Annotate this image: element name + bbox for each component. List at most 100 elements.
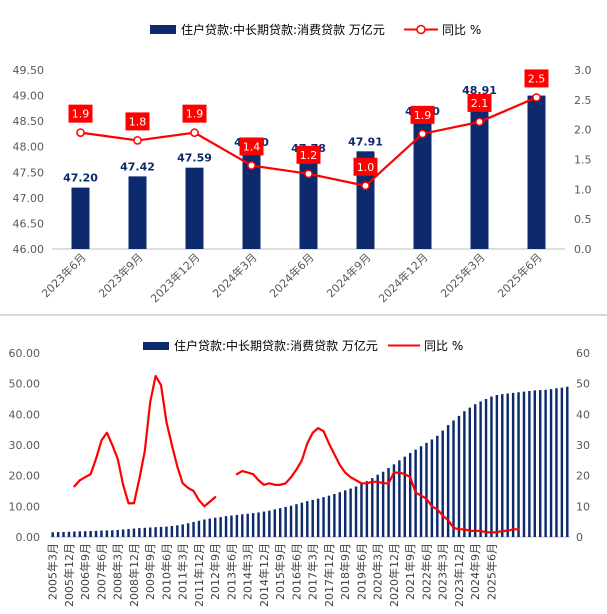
top-legend: 住户贷款:中长期贷款:消费贷款 万亿元 同比 %: [150, 22, 481, 37]
y-left-tick-label: 47.50: [13, 166, 45, 179]
bar: [100, 530, 103, 537]
bar: [533, 390, 537, 537]
bar: [528, 391, 531, 537]
x-tick-label: 2014年12月: [257, 543, 271, 607]
x-tick-label: 2014年3月: [241, 543, 255, 600]
bar: [387, 468, 390, 537]
y-right-tick-label: 2.5: [574, 94, 592, 107]
bar: [295, 504, 298, 537]
y-left-tick-label: 60.00: [9, 347, 41, 360]
y-left-tick-label: 46.50: [13, 217, 45, 230]
x-tick-label: 2023年12月: [147, 250, 202, 305]
y-right-tick-label: 3.0: [574, 64, 592, 77]
bar: [360, 483, 363, 537]
y-right-tick-label: 2.0: [574, 124, 592, 137]
bar: [203, 519, 206, 537]
x-tick-label: 2009年9月: [143, 543, 157, 600]
x-tick-label: 2020年12月: [387, 543, 401, 607]
legend-line-label: 同比 %: [442, 23, 481, 37]
x-tick-label: 2019年6月: [354, 543, 368, 600]
bar: [116, 529, 119, 537]
bar: [176, 525, 179, 537]
bar: [322, 497, 325, 537]
y-right-tick-label: 50: [576, 378, 590, 391]
x-tick-label: 2011年3月: [176, 543, 190, 600]
yoy-label-box: [182, 104, 207, 123]
x-tick-label: 2016年6月: [289, 543, 303, 600]
y-left-tick-label: 0.00: [16, 531, 41, 544]
yoy-label-box: [239, 137, 264, 156]
x-tick-label: 2017年3月: [306, 543, 320, 600]
bar: [425, 442, 428, 537]
x-tick-label: 2023年12月: [452, 543, 466, 607]
bar: [138, 528, 141, 537]
bottom-chart-panel: 住户贷款:中长期贷款:消费贷款 万亿元 同比 % 0.00 10.00 20.00 3…: [0, 318, 607, 614]
bar: [338, 492, 342, 537]
bar-value-label: 47.59: [177, 152, 212, 165]
yoy-point: [361, 181, 370, 191]
yoy-point: [190, 128, 199, 137]
bar: [192, 521, 195, 537]
bar: [300, 502, 304, 537]
x-tick-label: 2024年9月: [323, 250, 373, 300]
y-left-tick-label: 40.00: [9, 408, 41, 421]
bar: [94, 530, 98, 537]
bar: [251, 513, 255, 537]
y-left-tick-label: 30.00: [9, 439, 41, 452]
yoy-value-label: 1.9: [186, 108, 204, 121]
x-tick-label: 2006年9月: [78, 543, 92, 600]
yoy-value-label: 1.9: [414, 109, 432, 122]
yoy-label-box: [410, 105, 435, 124]
y-left-tick-label: 49.00: [13, 90, 45, 103]
bar: [538, 390, 542, 537]
bar: [517, 392, 520, 537]
y-left-tick-label: 48.00: [13, 141, 45, 154]
bar: [62, 531, 65, 537]
x-tick-label: 2010年6月: [159, 543, 173, 600]
yoy-line-segment: [73, 374, 217, 508]
top-chart-panel: 住户贷款:中长期贷款:消费贷款 万亿元 同比 % 46.00 46.50 47.00…: [12, 22, 592, 306]
x-tick-label: 2023年6月: [38, 250, 88, 300]
bar: [51, 532, 54, 537]
yoy-value-label: 2.5: [528, 72, 546, 85]
bar: [186, 523, 190, 537]
bar: [242, 151, 261, 249]
bar: [121, 529, 125, 537]
x-tick-label: 2007年6月: [94, 543, 108, 600]
yoy-label-box: [125, 112, 150, 131]
bar: [235, 514, 239, 537]
bar-value-label: 47.20: [63, 172, 98, 185]
bar: [111, 530, 114, 537]
y-left-tick-label: 48.50: [13, 115, 45, 128]
yoy-value-label: 1.4: [243, 140, 261, 153]
bottom-bars: [51, 386, 569, 537]
x-tick-label: 2024年6月: [266, 250, 316, 300]
top-line-series: 1.9 1.8 1.9 1.4 1.2 1.0 1.9 2.1 2.5: [68, 69, 549, 191]
x-tick-label: 2024年9月: [468, 543, 482, 600]
bar: [522, 391, 526, 537]
bar: [468, 407, 472, 537]
x-tick-label: 2008年12月: [127, 543, 141, 607]
bar: [343, 490, 347, 537]
bar: [230, 515, 233, 537]
bar: [299, 157, 318, 249]
x-tick-label: 2021年9月: [403, 543, 417, 600]
y-right-tick-label: 20: [576, 470, 590, 483]
bottom-x-labels: 2005年3月 2005年12月 2006年9月 2007年6月 2008年3月 2008…: [46, 543, 499, 607]
x-tick-label: 2024年3月: [209, 250, 259, 300]
x-tick-label: 2024年12月: [375, 250, 430, 305]
yoy-label-box: [296, 145, 321, 164]
bottom-right-axis: 0 10 20 30 40 50 60: [576, 347, 590, 544]
legend-line-marker: [416, 24, 426, 35]
bar: [457, 415, 461, 537]
bar: [381, 471, 385, 537]
y-left-tick-label: 10.00: [9, 500, 41, 513]
legend-line-label: 同比 %: [424, 339, 463, 353]
bar: [132, 528, 136, 537]
bottom-chart: 住户贷款:中长期贷款:消费贷款 万亿元 同比 % 0.00 10.00 20.00 3…: [9, 338, 591, 607]
bar: [549, 389, 553, 537]
x-tick-label: 2015年9月: [273, 543, 287, 600]
bar: [452, 420, 455, 537]
x-tick-label: 2022年6月: [419, 543, 433, 600]
y-right-tick-label: 0: [576, 531, 583, 544]
